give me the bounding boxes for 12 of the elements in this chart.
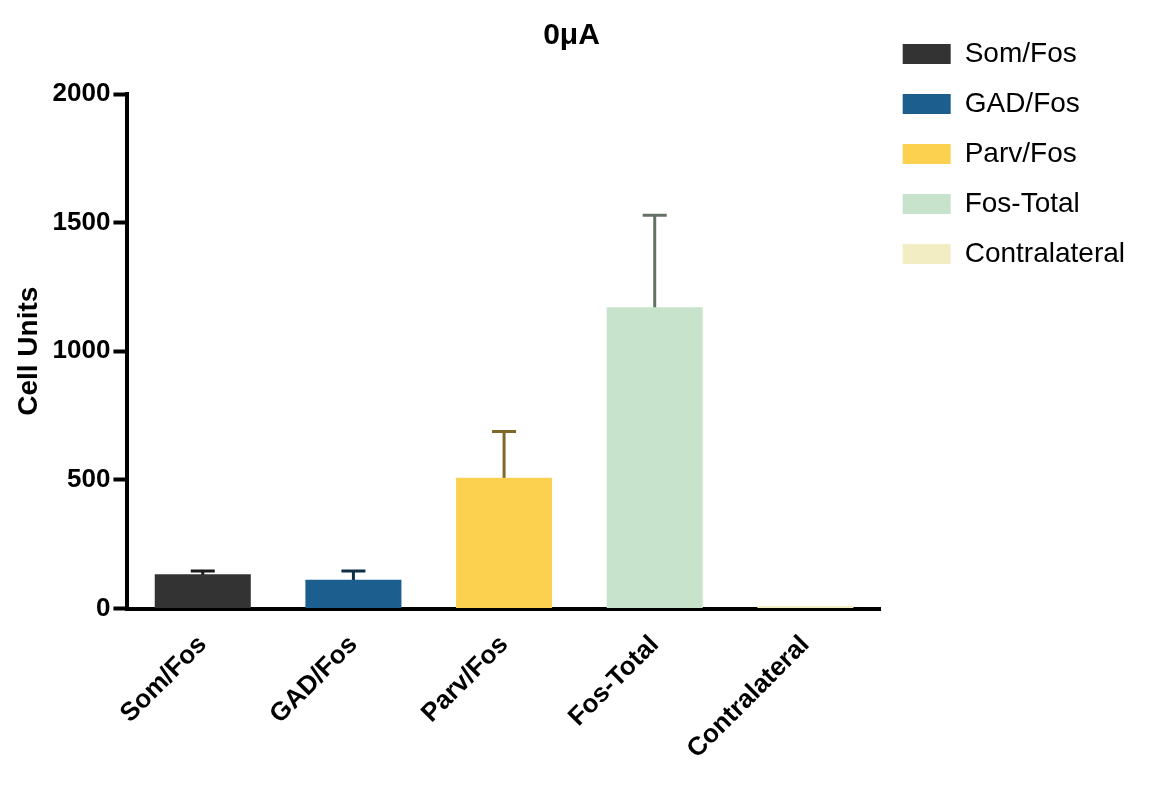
y-tick-label: 1500 xyxy=(52,205,111,236)
y-tick-label: 500 xyxy=(67,463,111,494)
legend-label: Fos-Total xyxy=(964,186,1080,218)
legend-label: Som/Fos xyxy=(964,36,1077,68)
y-tick-label: 1000 xyxy=(52,334,111,365)
legend-label: GAD/Fos xyxy=(964,86,1080,118)
legend-label: Contralateral xyxy=(964,236,1126,268)
chart-title: 0μA xyxy=(543,17,600,51)
y-axis-title: Cell Units xyxy=(11,286,43,416)
legend-label: Parv/Fos xyxy=(964,136,1077,168)
y-tick-label: 2000 xyxy=(52,77,111,108)
y-tick-label: 0 xyxy=(95,591,111,622)
